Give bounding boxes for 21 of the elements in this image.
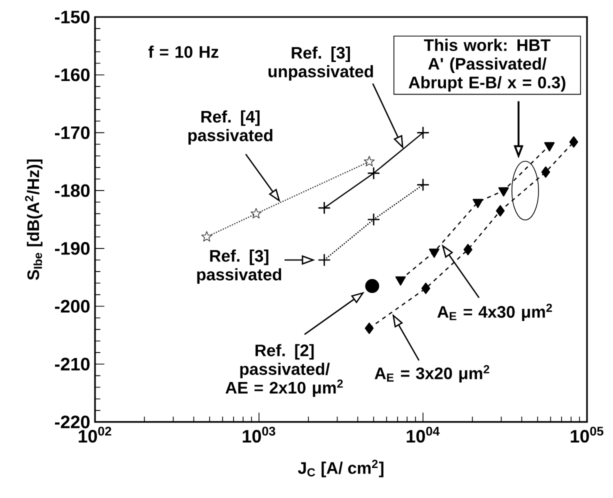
y-tick-label: -220: [54, 416, 90, 428]
x-tick-label: 10$^{04}$: [406, 426, 440, 443]
annotation: Ref. [2] passivated/ AE = 2x10 μm$^{2}$: [226, 344, 343, 397]
x-tick-label: 10$^{05}$: [570, 426, 604, 443]
annotation: This work: HBT A' (Passivated/ Abrupt E-B/ x = 0.3): [408, 38, 566, 92]
y-tick-label: -200: [54, 300, 90, 313]
annotation: Ref. [4] passivated: [188, 110, 272, 145]
annotation: Ref. [3] unpassivated: [268, 46, 373, 81]
annotation: A$_{E}$ = 3x20 μm$^{2}$: [374, 365, 490, 382]
x-tick-label: 10$^{03}$: [242, 426, 276, 443]
annotation: f = 10 Hz: [148, 46, 218, 58]
annotation: A$_{E}$ = 4x30 μm$^{2}$: [437, 304, 552, 322]
x-axis-title: J$_{C}$ [A/ cm$^{2}$]: [298, 460, 384, 478]
y-tick-label: -170: [54, 126, 90, 140]
y-tick-label: -150: [54, 10, 90, 24]
y-tick-label: -160: [54, 68, 90, 82]
y-tick-label: -180: [54, 184, 90, 197]
y-tick-label: -190: [54, 242, 90, 255]
y-tick-label: -210: [54, 358, 90, 370]
y-axis-title: S$_{Ibe}$ [dB(A$^{2}$/Hz)]: [25, 159, 42, 280]
annotation: Ref. [3] passivated: [197, 250, 282, 284]
